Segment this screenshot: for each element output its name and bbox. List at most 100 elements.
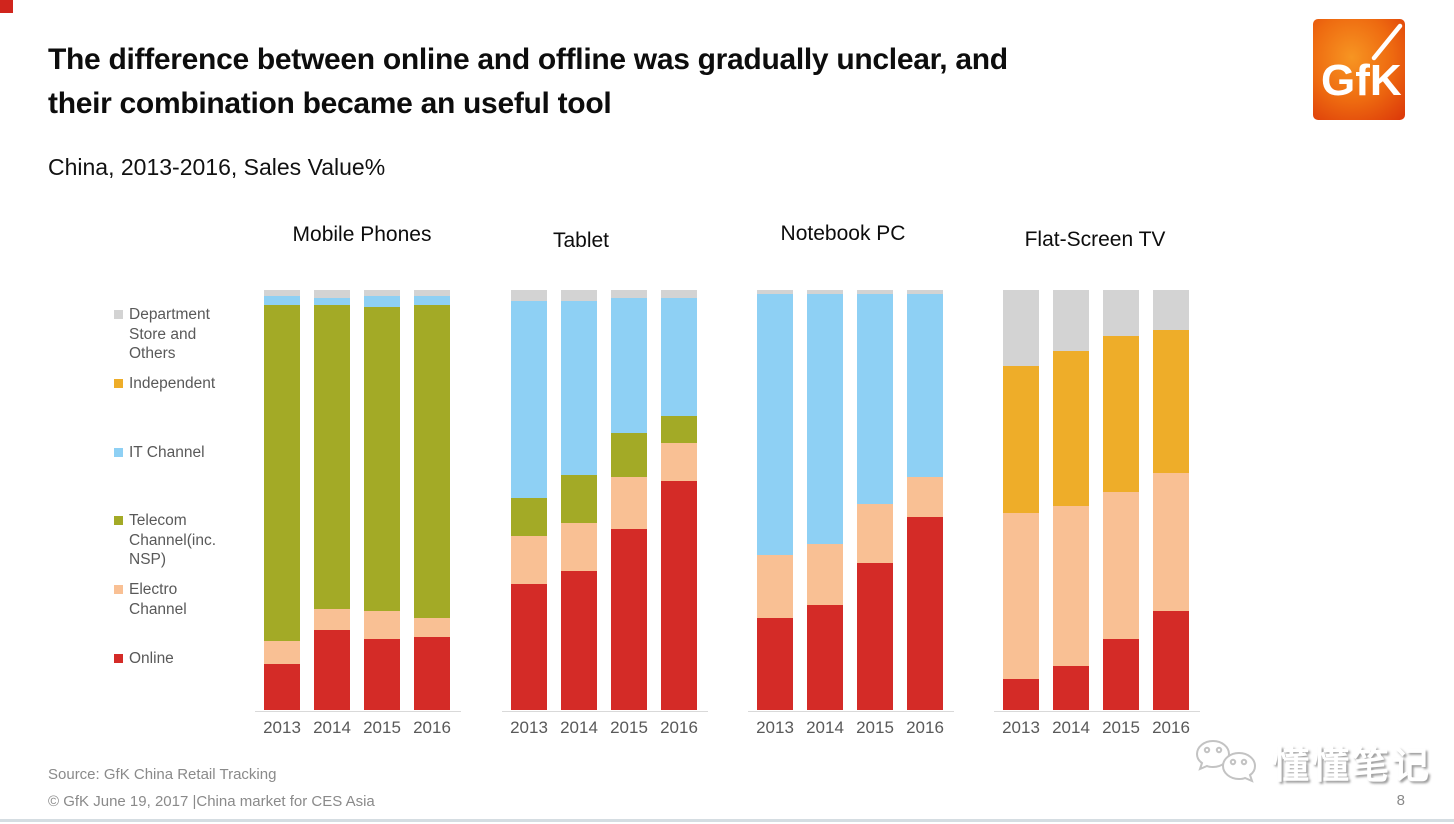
x-axis-label: 2013: [510, 718, 548, 737]
legend-label: Independent: [129, 375, 216, 392]
bar-2016: [414, 290, 450, 710]
segment-department-store-and-others: [757, 290, 793, 295]
segment-it-channel: [907, 294, 943, 477]
legend-item-it-channel: IT Channel: [114, 443, 239, 463]
x-axis-labels: 2013 2014 2015 2016: [996, 718, 1196, 738]
slide-bottom-border: [0, 819, 1454, 822]
segment-it-channel: [314, 298, 350, 305]
bars-area: [996, 290, 1196, 710]
title-line-1: The difference between online and offlin…: [48, 43, 1008, 76]
source-note: Source: GfK China Retail Tracking: [48, 766, 277, 783]
legend-item-department-store: Department Store and Others: [114, 305, 239, 364]
segment-electro-channel: [414, 617, 450, 637]
segment-electro-channel: [907, 476, 943, 517]
segment-department-store-and-others: [1103, 290, 1139, 337]
segment-online: [561, 571, 597, 710]
telecom-channel-swatch-icon: [114, 516, 123, 525]
chart-title: Notebook PC: [780, 222, 906, 245]
segment-telecom-channel-inc-nsp: [414, 304, 450, 618]
x-axis-label: 2014: [560, 718, 598, 737]
segment-department-store-and-others: [1153, 290, 1189, 330]
x-axis-label: 2016: [1152, 718, 1190, 737]
x-axis-line: [994, 711, 1200, 712]
segment-it-channel: [511, 300, 547, 498]
segment-department-store-and-others: [364, 290, 400, 297]
segment-department-store-and-others: [314, 290, 350, 299]
gfk-logo-icon: GfK: [1313, 19, 1405, 120]
segment-independent: [1003, 365, 1039, 513]
segment-department-store-and-others: [1053, 290, 1089, 351]
bar-2016: [907, 290, 943, 710]
chart-title: Mobile Phones: [292, 223, 432, 246]
segment-it-channel: [807, 294, 843, 545]
chart-title: Tablet: [552, 229, 610, 252]
segment-it-channel: [661, 298, 697, 417]
x-axis-label: 2013: [1002, 718, 1040, 737]
segment-online: [807, 605, 843, 710]
segment-department-store-and-others: [1003, 290, 1039, 366]
bars-area: [504, 290, 704, 710]
segment-electro-channel: [1153, 472, 1189, 612]
legend-label: Department Store and Others: [129, 306, 210, 362]
chart-flat-screen-tv: Flat-Screen TV 2013 2014 2015 2016: [994, 220, 1200, 760]
x-axis-label: 2016: [906, 718, 944, 737]
segment-department-store-and-others: [907, 290, 943, 295]
segment-online: [661, 481, 697, 710]
legend-item-independent: Independent: [114, 374, 239, 394]
bar-2016: [1153, 290, 1189, 710]
segment-online: [314, 630, 350, 710]
slide-subtitle: China, 2013-2016, Sales Value%: [48, 154, 386, 180]
segment-independent: [1053, 350, 1089, 507]
segment-department-store-and-others: [661, 290, 697, 299]
segment-telecom-channel-inc-nsp: [364, 306, 400, 612]
segment-electro-channel: [807, 544, 843, 605]
legend-label: Telecom Channel(inc. NSP): [129, 512, 217, 568]
copyright-note: © GfK June 19, 2017 |China market for CE…: [48, 793, 375, 810]
segment-department-store-and-others: [511, 290, 547, 301]
segment-telecom-channel-inc-nsp: [264, 304, 300, 641]
bar-2015: [857, 290, 893, 710]
segment-electro-channel: [611, 476, 647, 530]
bar-2013: [1003, 290, 1039, 710]
independent-swatch-icon: [114, 379, 123, 388]
title-line-2: their combination became an useful tool: [48, 87, 612, 120]
x-axis-label: 2014: [806, 718, 844, 737]
legend-label: Electro Channel: [129, 581, 187, 618]
segment-electro-channel: [1003, 512, 1039, 679]
x-axis-line: [502, 711, 708, 712]
segment-electro-channel: [757, 554, 793, 618]
x-axis-label: 2015: [1102, 718, 1140, 737]
bar-2015: [1103, 290, 1139, 710]
bar-2014: [561, 290, 597, 710]
segment-electro-channel: [1053, 506, 1089, 666]
segment-online: [757, 617, 793, 710]
segment-it-channel: [264, 296, 300, 305]
segment-department-store-and-others: [561, 290, 597, 301]
segment-it-channel: [757, 294, 793, 555]
segment-online: [611, 529, 647, 710]
segment-department-store-and-others: [807, 290, 843, 295]
chart-title: Flat-Screen TV: [1024, 228, 1166, 251]
x-axis-label: 2016: [660, 718, 698, 737]
segment-department-store-and-others: [414, 290, 450, 297]
bars-area: [257, 290, 457, 710]
x-axis-labels: 2013 2014 2015 2016: [504, 718, 704, 738]
segment-telecom-channel-inc-nsp: [661, 416, 697, 444]
electro-channel-swatch-icon: [114, 585, 123, 594]
bar-2014: [314, 290, 350, 710]
bar-2013: [264, 290, 300, 710]
segment-telecom-channel-inc-nsp: [561, 474, 597, 524]
legend-item-telecom-channel: Telecom Channel(inc. NSP): [114, 511, 239, 570]
chat-bubbles-icon: [1195, 739, 1257, 783]
legend-label: Online: [129, 650, 174, 667]
x-axis-label: 2013: [263, 718, 301, 737]
segment-electro-channel: [364, 611, 400, 639]
x-axis-label: 2015: [363, 718, 401, 737]
segment-it-channel: [414, 296, 450, 305]
segment-online: [511, 584, 547, 710]
legend-item-electro-channel: Electro Channel: [114, 580, 239, 619]
segment-online: [857, 563, 893, 710]
segment-online: [1153, 611, 1189, 710]
segment-online: [1103, 638, 1139, 710]
